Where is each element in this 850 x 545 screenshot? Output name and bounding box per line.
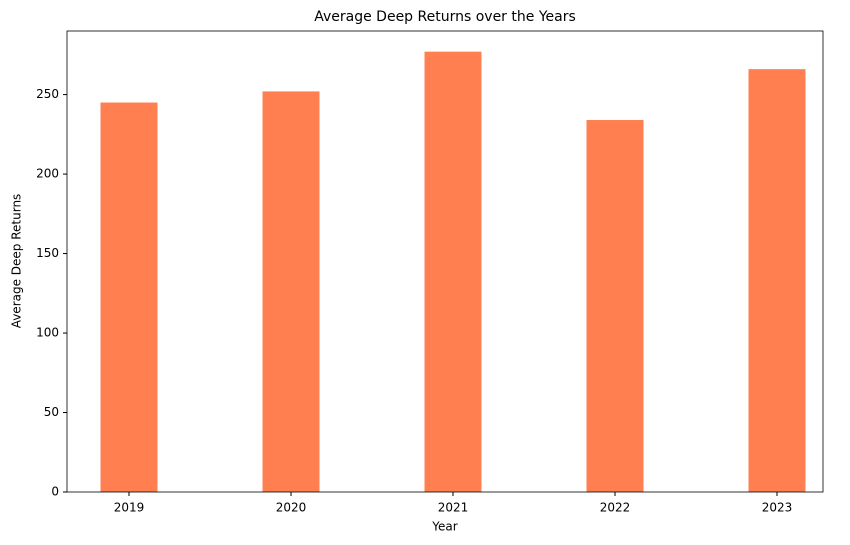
y-tick-label: 150	[36, 246, 59, 260]
bar	[424, 51, 482, 492]
bar	[262, 91, 320, 493]
x-tick-label: 2023	[762, 501, 793, 515]
y-tick-label: 0	[51, 485, 59, 499]
x-tick-label: 2019	[114, 501, 145, 515]
y-tick-label: 250	[36, 87, 59, 101]
bar	[748, 69, 806, 492]
bar	[586, 120, 644, 492]
x-tick-label: 2021	[438, 501, 469, 515]
y-axis-label: Average Deep Returns	[10, 194, 24, 329]
y-tick-label: 200	[36, 167, 59, 181]
chart-title: Average Deep Returns over the Years	[314, 9, 576, 25]
y-tick-label: 100	[36, 326, 59, 340]
bar	[100, 102, 158, 492]
plot-frame	[66, 30, 824, 493]
x-tick-label: 2020	[276, 501, 307, 515]
y-tick-label: 50	[44, 405, 59, 419]
x-axis-label: Year	[431, 520, 457, 534]
x-tick-label: 2022	[600, 501, 631, 515]
